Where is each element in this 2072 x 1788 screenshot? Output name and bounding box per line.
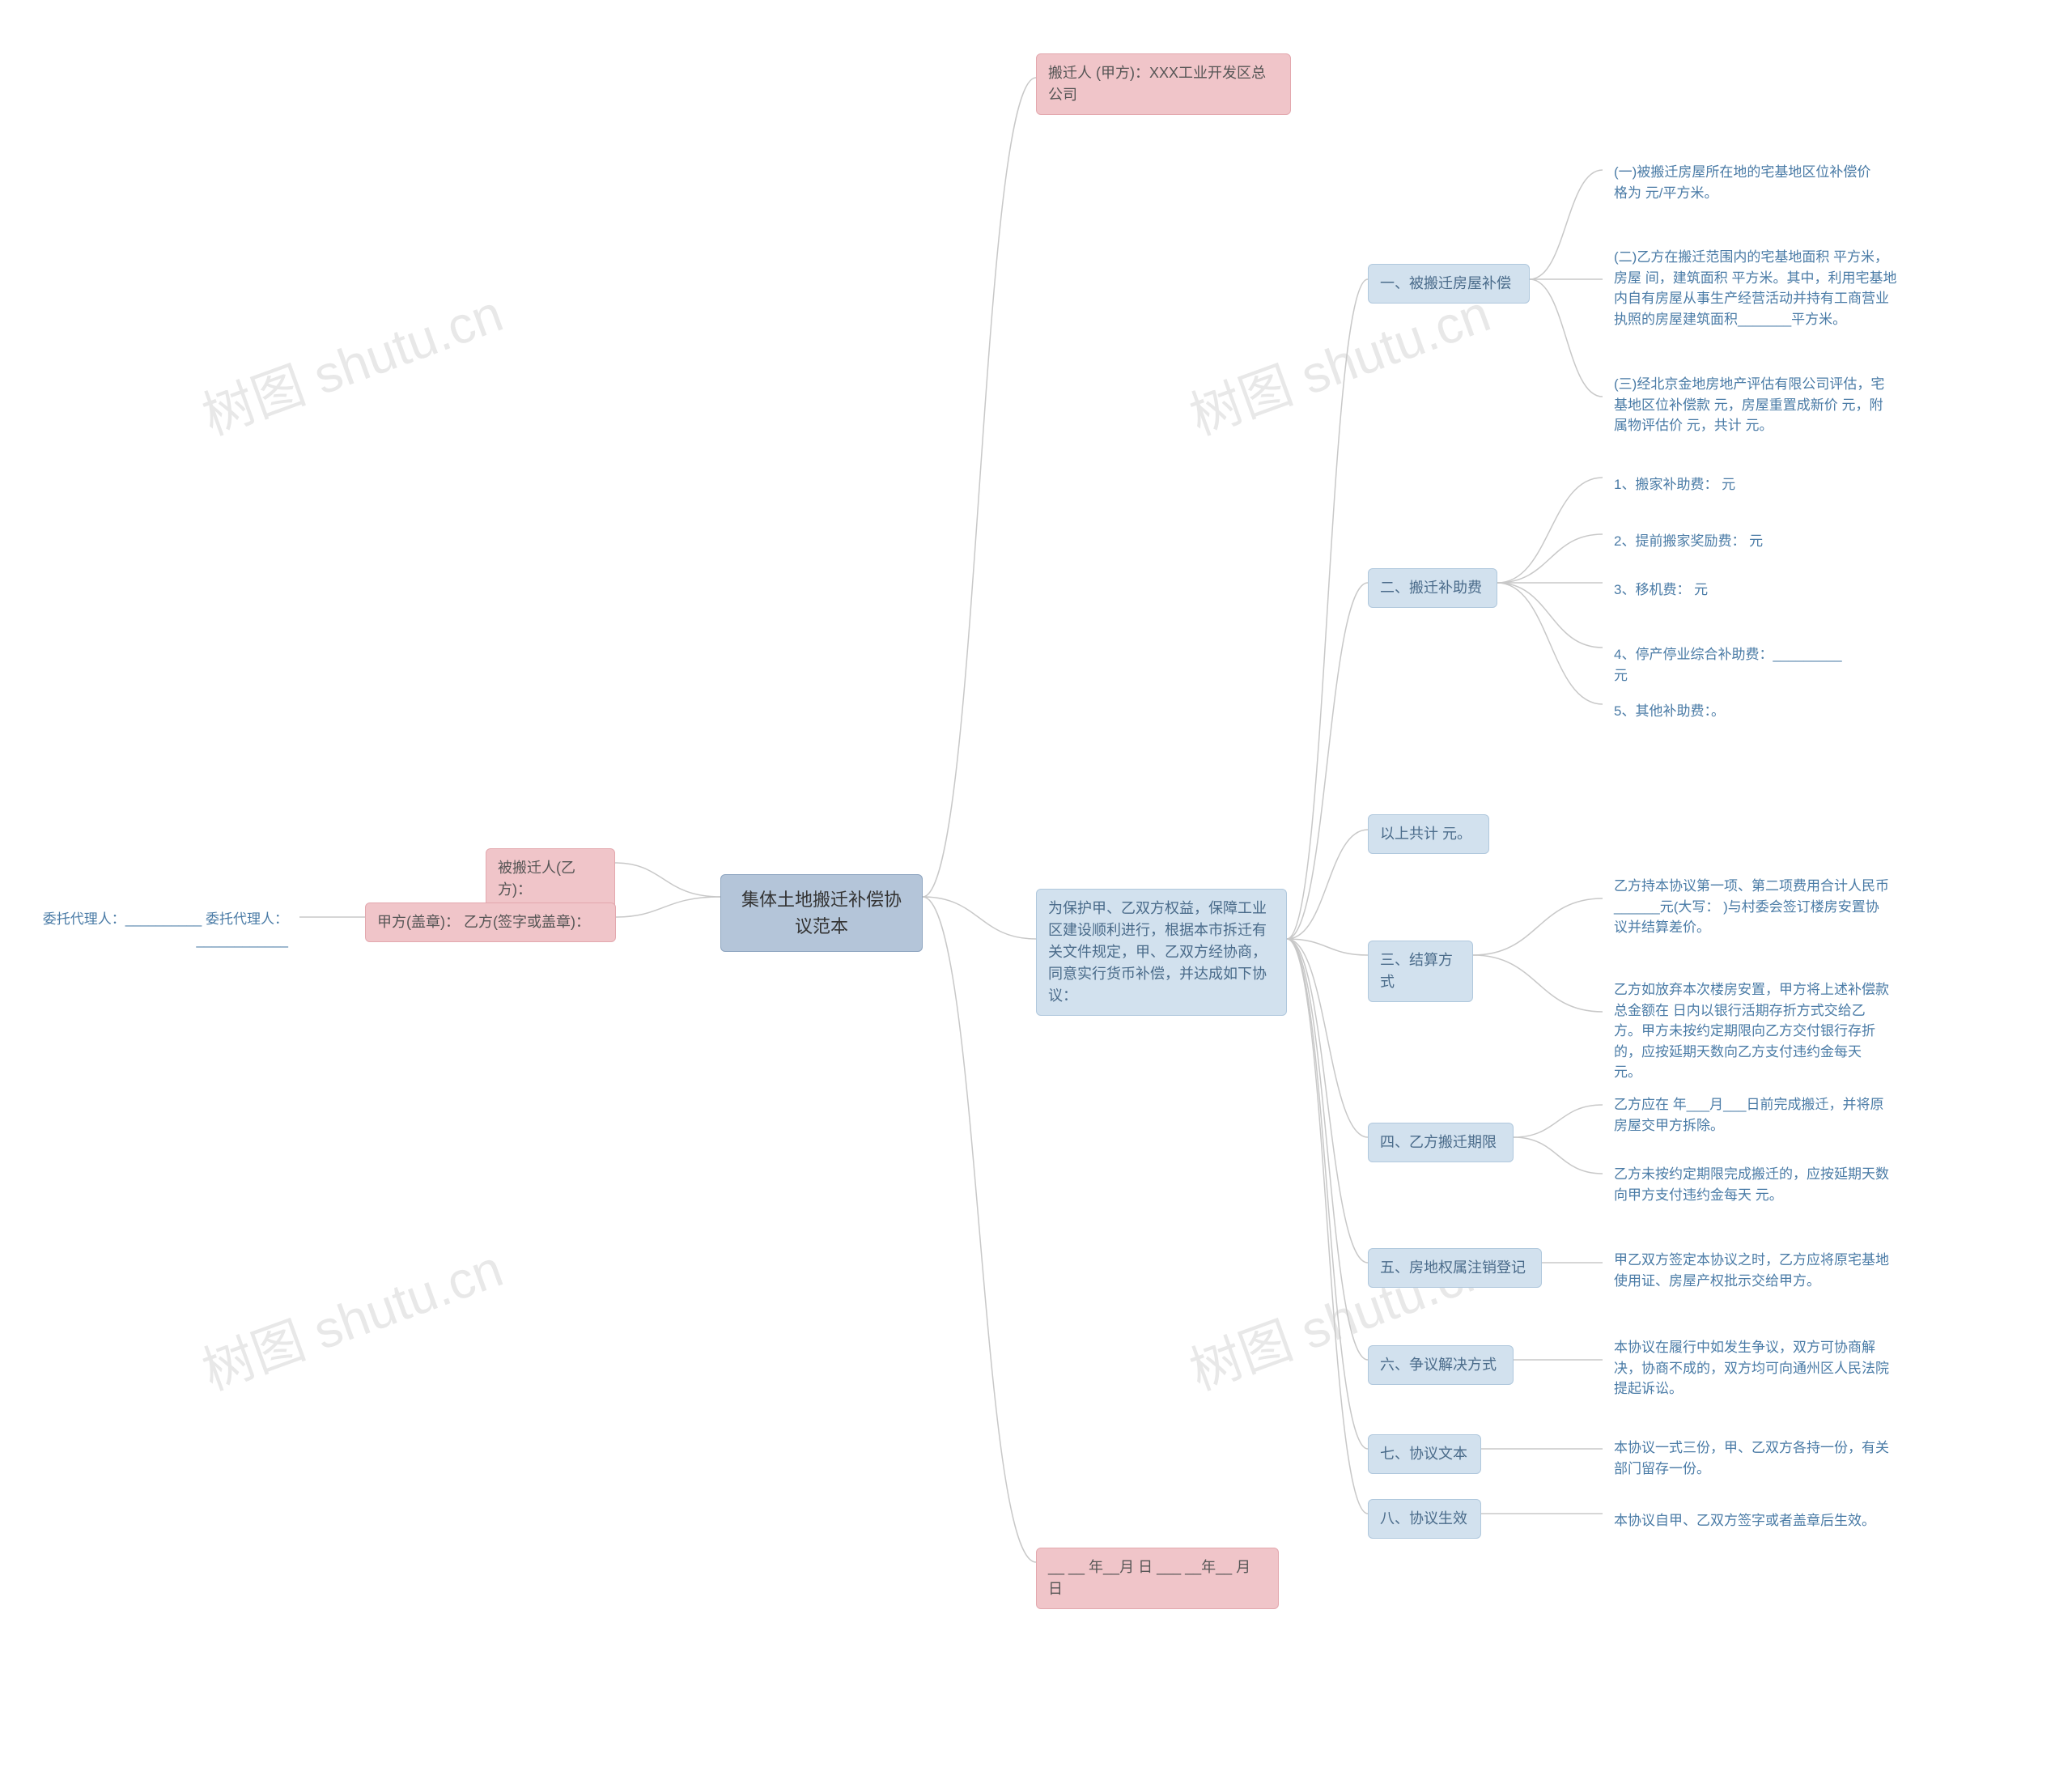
party-b-node: 被搬迁人(乙方)： xyxy=(486,848,615,910)
s2-item-3: 3、移机费： 元 xyxy=(1603,571,1813,609)
section-2: 二、搬迁补助费 xyxy=(1368,568,1497,608)
section-7: 七、协议文本 xyxy=(1368,1434,1481,1474)
section-3: 三、结算方式 xyxy=(1368,941,1473,1002)
seal-node: 甲方(盖章)： 乙方(签字或盖章)： xyxy=(365,902,616,942)
sum-node: 以上共计 元。 xyxy=(1368,814,1489,854)
section-8: 八、协议生效 xyxy=(1368,1499,1481,1539)
s1-item-1: (一)被搬迁房屋所在地的宅基地区位补偿价格为 元/平方米。 xyxy=(1603,154,1894,211)
s3-item-2: 乙方如放弃本次楼房安置，甲方将上述补偿款总金额在 日内以银行活期存折方式交给乙方… xyxy=(1603,971,1902,1091)
s6-item-1: 本协议在履行中如发生争议，双方可协商解决，协商不成的，双方均可向通州区人民法院提… xyxy=(1603,1329,1902,1408)
s7-item-1: 本协议一式三份，甲、乙双方各持一份，有关部门留存一份。 xyxy=(1603,1429,1902,1487)
watermark: 树图 shutu.cn xyxy=(191,272,512,449)
intro-node: 为保护甲、乙双方权益，保障工业区建设顺利进行，根据本市拆迁有关文件规定，甲、乙双… xyxy=(1036,889,1287,1016)
s1-item-3: (三)经北京金地房地产评估有限公司评估，宅基地区位补偿款 元，房屋重置成新价 元… xyxy=(1603,366,1902,444)
section-6: 六、争议解决方式 xyxy=(1368,1345,1514,1385)
s1-item-2: (二)乙方在搬迁范围内的宅基地面积 平方米，房屋 间，建筑面积 平方米。其中，利… xyxy=(1603,239,1910,338)
date-node: __ __ 年__月 日 ___ __年__ 月 日 xyxy=(1036,1548,1279,1609)
s2-item-4: 4、停产停业综合补助费：_________元 xyxy=(1603,636,1862,694)
section-4: 四、乙方搬迁期限 xyxy=(1368,1123,1514,1162)
section-5: 五、房地权属注销登记 xyxy=(1368,1248,1542,1288)
root-node: 集体土地搬迁补偿协议范本 xyxy=(720,874,923,952)
s4-item-1: 乙方应在 年___月___日前完成搬迁，并将原房屋交甲方拆除。 xyxy=(1603,1086,1902,1144)
section-1: 一、被搬迁房屋补偿 xyxy=(1368,264,1530,304)
s5-item-1: 甲乙双方签定本协议之时，乙方应将原宅基地使用证、房屋产权批示交给甲方。 xyxy=(1603,1242,1902,1299)
s3-item-1: 乙方持本协议第一项、第二项费用合计人民币 ______元(大写： )与村委会签订… xyxy=(1603,868,1902,946)
s2-item-5: 5、其他补助费：。 xyxy=(1603,693,1813,730)
agent-node: 委托代理人：__________ 委托代理人：____________ xyxy=(24,901,299,958)
s8-item-1: 本协议自甲、乙双方签字或者盖章后生效。 xyxy=(1603,1502,1902,1540)
watermark: 树图 shutu.cn xyxy=(191,1227,512,1404)
s2-item-2: 2、提前搬家奖励费： 元 xyxy=(1603,523,1813,560)
s4-item-2: 乙方未按约定期限完成搬迁的，应按延期天数向甲方支付违约金每天 元。 xyxy=(1603,1156,1902,1213)
s2-item-1: 1、搬家补助费： 元 xyxy=(1603,466,1813,503)
party-a-node: 搬迁人 (甲方)：XXX工业开发区总公司 xyxy=(1036,53,1291,115)
